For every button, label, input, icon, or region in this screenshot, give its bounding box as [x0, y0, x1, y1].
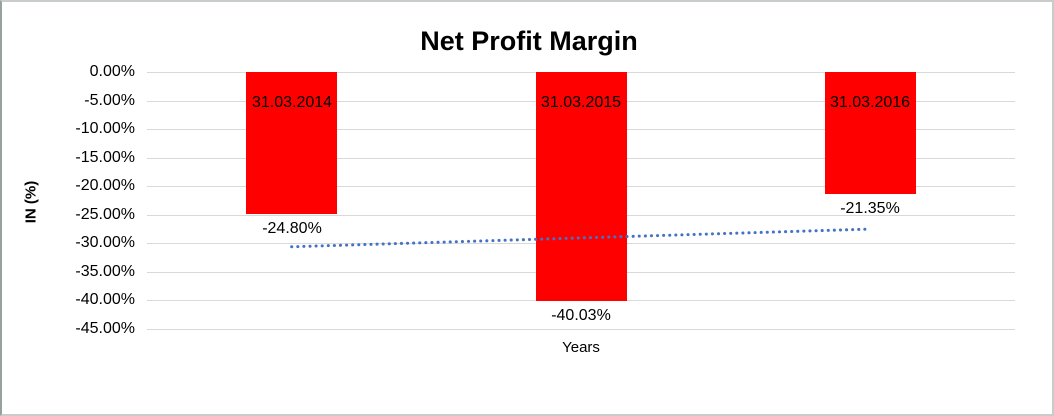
y-tick-label: -10.00% — [75, 120, 135, 137]
bar-value-label: -24.80% — [262, 220, 322, 237]
bar-value-label: -21.35% — [840, 200, 900, 217]
y-tick-label: -35.00% — [75, 263, 135, 280]
y-tick-label: -40.00% — [75, 291, 135, 308]
y-tick-label: 0.00% — [89, 63, 135, 80]
y-tick-label: -5.00% — [84, 92, 135, 109]
y-tick-label: -20.00% — [75, 177, 135, 194]
y-tick-label: -15.00% — [75, 149, 135, 166]
bar-category-label: 31.03.2014 — [251, 94, 333, 111]
bar-31.03.2016 — [825, 72, 916, 194]
y-tick-label: -30.00% — [75, 234, 135, 251]
bar-31.03.2014 — [246, 72, 337, 214]
bar-category-label: 31.03.2016 — [829, 94, 911, 111]
gridline — [147, 329, 1015, 330]
y-tick-label: -45.00% — [75, 320, 135, 337]
bar-31.03.2015 — [536, 72, 627, 301]
bar-value-label: -40.03% — [551, 307, 611, 324]
chart-title: Net Profit Margin — [420, 26, 638, 56]
y-tick-label: -25.00% — [75, 206, 135, 223]
bar-category-label: 31.03.2015 — [540, 94, 622, 111]
x-axis-title: Years — [562, 339, 600, 356]
